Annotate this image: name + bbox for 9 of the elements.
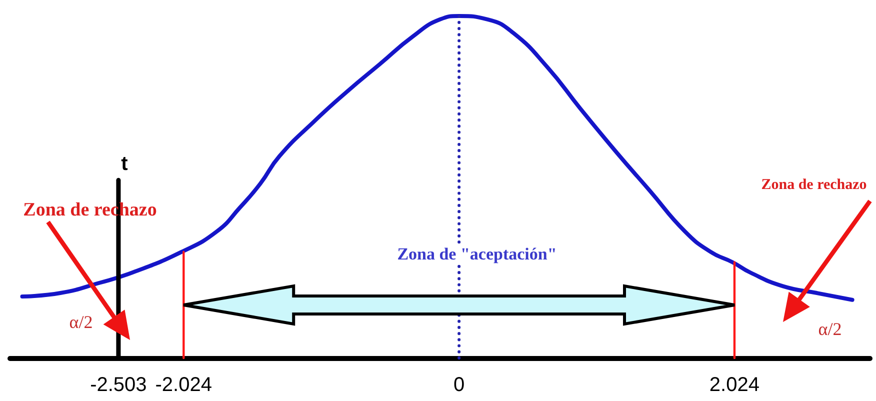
x-tick-label: 0 — [453, 374, 465, 396]
x-tick-label: -2.024 — [155, 374, 212, 396]
series-label: t — [121, 153, 128, 176]
annotation: Zona de "aceptación" — [397, 244, 557, 264]
x-tick-label: 2.024 — [709, 374, 760, 396]
annotation: Zona de rechazo — [761, 177, 867, 193]
annotation: α/2 — [69, 312, 93, 332]
annotation: α/2 — [818, 319, 842, 339]
x-tick-label: -2.503 — [90, 374, 147, 396]
